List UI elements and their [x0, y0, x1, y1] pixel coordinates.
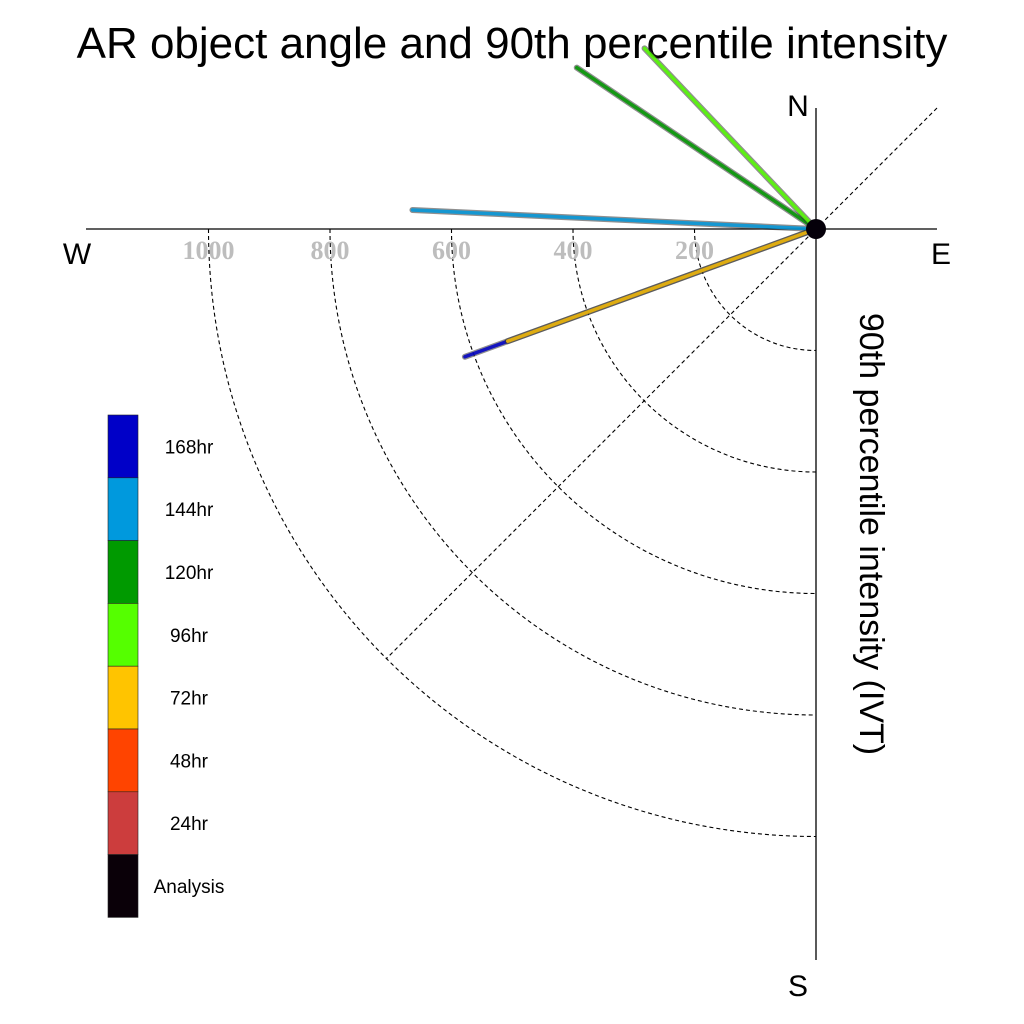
- vector-layer: [409, 45, 819, 360]
- legend-swatch-72hr: [107, 665, 139, 730]
- legend-label-24hr: 24hr: [170, 814, 209, 835]
- chart-title: AR object angle and 90th percentile inte…: [77, 19, 948, 68]
- radial-tick-label-800: 800: [311, 236, 350, 265]
- legend-label-96hr: 96hr: [170, 626, 209, 647]
- vector-line-144hr: [410, 208, 818, 231]
- origin-marker: [806, 219, 826, 239]
- legend-swatch-144hr: [107, 477, 139, 541]
- tick-layer: 200 400 600 800 1000: [183, 236, 715, 265]
- compass-south: S: [788, 970, 808, 1003]
- vector-line-120hr: [575, 65, 818, 231]
- radial-axis-label: 90th percentile intensity (IVT): [852, 313, 890, 755]
- legend-label-48hr: 48hr: [170, 751, 209, 772]
- legend-label-168hr: 168hr: [165, 437, 214, 458]
- grid-arc-600: [450, 228, 817, 595]
- legend-label-144hr: 144hr: [165, 500, 214, 521]
- radial-tick-label-200: 200: [675, 236, 714, 265]
- compass-north: N: [787, 90, 809, 123]
- vector-line-96hr: [642, 46, 818, 231]
- legend: 168hr 144hr 120hr 96hr 72hr 48hr 24hr Analysis: [107, 414, 225, 918]
- compass-west: W: [63, 238, 92, 271]
- grid-arc-200: [693, 228, 817, 352]
- vector-line-72hr: [505, 227, 818, 343]
- legend-swatch-168hr: [107, 414, 139, 479]
- legend-label-72hr: 72hr: [170, 689, 209, 710]
- radial-tick-label-600: 600: [432, 236, 471, 265]
- grid-arc-1000: [207, 228, 817, 838]
- radial-tick-label-400: 400: [554, 236, 593, 265]
- grid-arc-800: [329, 228, 817, 716]
- legend-swatch-96hr: [107, 603, 139, 667]
- legend-label-analysis: Analysis: [154, 877, 225, 898]
- compass-east: E: [931, 238, 951, 271]
- vector-144hr: [409, 206, 819, 232]
- diagonal-reference-line: [386, 107, 938, 659]
- legend-label-120hr: 120hr: [165, 563, 214, 584]
- legend-swatch-48hr: [107, 728, 139, 793]
- legend-swatch-120hr: [107, 540, 139, 604]
- vector-120hr: [573, 64, 819, 232]
- radial-tick-label-1000: 1000: [183, 236, 235, 265]
- vector-72hr: [504, 226, 819, 345]
- grid-layer: [207, 107, 938, 838]
- legend-swatch-analysis: [107, 854, 139, 918]
- legend-swatch-24hr: [107, 791, 139, 855]
- vector-96hr: [641, 45, 819, 232]
